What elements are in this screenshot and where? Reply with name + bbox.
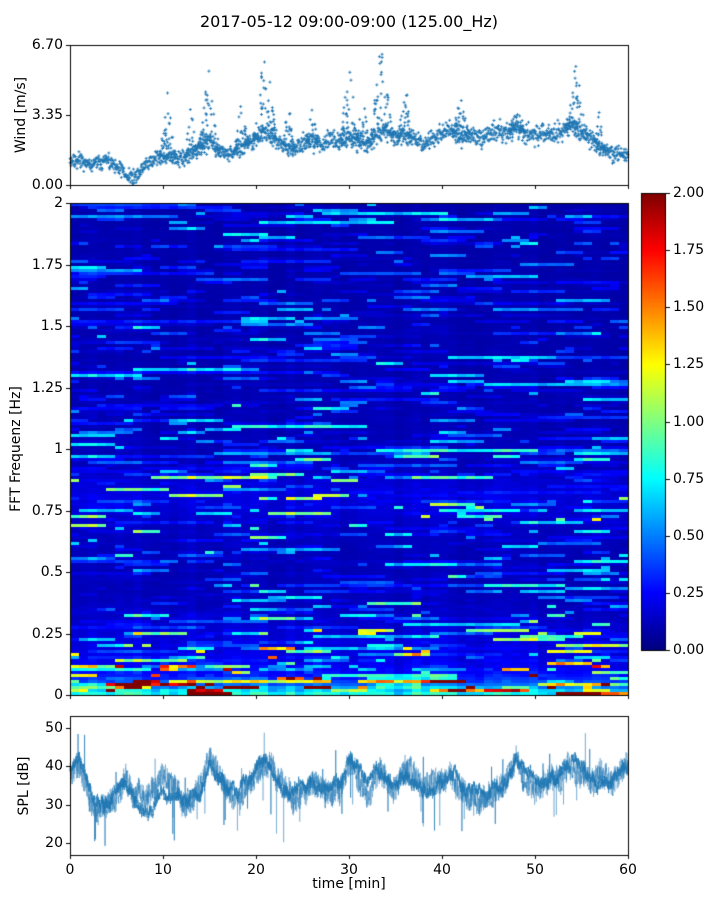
figure: 2017-05-12 09:00-09:00 (125.00_Hz) Wind …	[0, 0, 720, 900]
plots-canvas	[0, 0, 720, 900]
